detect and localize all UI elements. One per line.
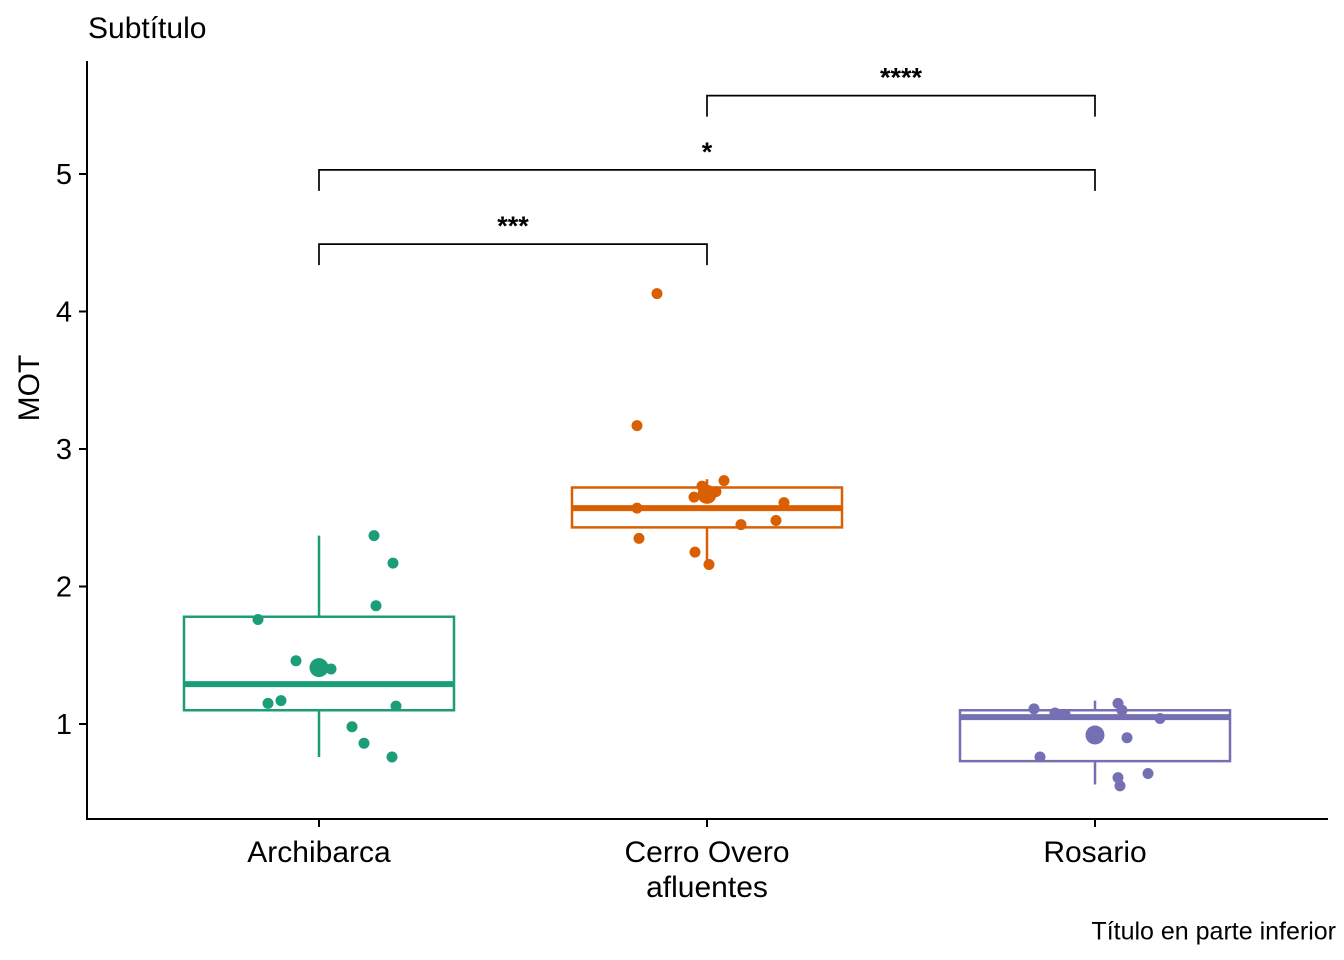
jitter-point [368,530,380,542]
x-tick-label: Cerro Overo [624,836,789,869]
jitter-point [778,497,790,509]
jitter-point [631,502,643,514]
x-tick-label: Archibarca [247,836,391,869]
jitter-point [651,288,663,300]
jitter-point [346,721,358,733]
jitter-point [1142,768,1154,779]
jitter-point [1049,707,1061,719]
jitter-point [1154,713,1166,724]
jitter-point [688,491,700,503]
mean-point [309,658,329,678]
jitter-point [290,655,302,667]
jitter-point [1114,780,1126,792]
jitter-point [387,557,399,569]
significance-label: *** [497,211,529,241]
y-tick-label: 2 [56,572,72,604]
jitter-point [1028,703,1040,715]
jitter-point [633,532,645,544]
y-tick-label: 3 [56,434,72,466]
jitter-point [252,614,264,625]
jitter-point [358,737,370,749]
jitter-point [1059,708,1071,720]
jitter-point [735,519,747,531]
jitter-point [631,420,643,432]
significance-bracket [318,169,1096,191]
significance-bracket [706,94,1096,117]
jitter-point [262,697,274,709]
jitter-point [370,600,382,612]
y-tick-label: 4 [56,297,72,329]
chart-subtitle: Subtítulo [88,12,207,45]
jitter-point [703,559,715,570]
jitter-point [275,695,287,707]
y-tick-label: 5 [56,159,72,191]
jitter-point [325,663,337,675]
jitter-point [1116,704,1128,716]
jitter-point [386,751,398,763]
x-axis-title: afluentes [646,871,768,904]
jitter-point [390,700,402,712]
significance-label: * [702,137,713,167]
jitter-point [718,475,730,487]
mean-point [697,484,717,504]
jitter-point [1112,772,1124,784]
significance-label: **** [880,63,923,93]
mean-point [1085,725,1105,745]
y-tick-label: 1 [56,709,72,741]
x-tick-label: Rosario [1043,836,1146,869]
chart-caption: Título en parte inferior [1091,917,1336,946]
jitter-point [770,515,782,526]
jitter-point [1034,751,1046,763]
jitter-point [689,546,701,558]
jitter-point [1121,732,1133,744]
significance-bracket [318,243,708,266]
